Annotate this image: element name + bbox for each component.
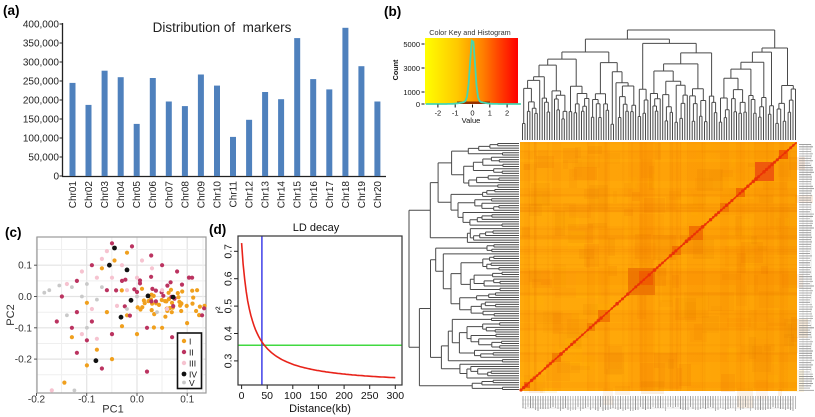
- svg-text:Chr03: Chr03: [100, 181, 111, 209]
- svg-text:Chr04: Chr04: [116, 181, 127, 209]
- svg-text:350,000: 350,000: [23, 39, 60, 50]
- svg-text:IV: IV: [189, 370, 197, 380]
- svg-text:V: V: [189, 378, 195, 388]
- svg-text:Chr09: Chr09: [196, 181, 207, 209]
- svg-text:0.4: 0.4: [223, 326, 235, 341]
- svg-text:150,000: 150,000: [23, 115, 60, 126]
- svg-text:1000: 1000: [403, 88, 420, 97]
- svg-text:Chr16: Chr16: [309, 181, 320, 209]
- svg-text:150: 150: [310, 390, 328, 402]
- svg-text:-2: -2: [435, 109, 442, 118]
- svg-text:Chr12: Chr12: [245, 181, 256, 209]
- svg-text:0.0: 0.0: [18, 292, 32, 303]
- svg-text:100,000: 100,000: [23, 134, 60, 145]
- svg-text:-0.2: -0.2: [15, 355, 33, 366]
- svg-text:1: 1: [488, 109, 492, 118]
- svg-text:Color Key and Histogram: Color Key and Histogram: [429, 28, 511, 37]
- svg-text:0.5: 0.5: [223, 299, 235, 314]
- svg-text:(d): (d): [209, 222, 226, 237]
- svg-text:0.6: 0.6: [223, 271, 235, 286]
- svg-text:0: 0: [53, 172, 59, 183]
- svg-text:III: III: [189, 359, 196, 369]
- svg-text:Chr17: Chr17: [325, 181, 336, 209]
- svg-text:2: 2: [505, 109, 509, 118]
- svg-text:Chr20: Chr20: [373, 181, 384, 209]
- svg-text:Chr05: Chr05: [132, 181, 143, 209]
- svg-text:Chr15: Chr15: [293, 181, 304, 209]
- svg-text:Chr08: Chr08: [180, 181, 191, 209]
- svg-text:(b): (b): [384, 4, 401, 19]
- svg-text:Chr10: Chr10: [213, 181, 224, 209]
- svg-text:0: 0: [416, 100, 420, 109]
- svg-text:Chr19: Chr19: [357, 181, 368, 209]
- svg-text:5000: 5000: [403, 40, 420, 49]
- svg-text:Chr11: Chr11: [229, 181, 240, 208]
- svg-text:Chr07: Chr07: [164, 181, 175, 209]
- svg-text:Chr14: Chr14: [277, 181, 288, 209]
- svg-text:(c): (c): [5, 225, 22, 240]
- svg-text:Chr06: Chr06: [148, 181, 159, 209]
- svg-text:-0.1: -0.1: [78, 395, 96, 406]
- svg-text:Count: Count: [391, 59, 400, 80]
- svg-text:Chr18: Chr18: [341, 181, 352, 209]
- svg-text:300,000: 300,000: [23, 58, 60, 69]
- svg-text:200,000: 200,000: [23, 96, 60, 107]
- svg-text:0: 0: [470, 109, 474, 118]
- svg-text:Chr02: Chr02: [84, 181, 95, 209]
- svg-text:r²: r²: [214, 306, 226, 313]
- svg-text:400,000: 400,000: [23, 20, 60, 31]
- svg-text:0.1: 0.1: [18, 261, 32, 272]
- svg-text:250: 250: [361, 390, 379, 402]
- svg-text:0: 0: [239, 390, 245, 402]
- svg-text:250,000: 250,000: [23, 77, 60, 88]
- svg-text:I: I: [189, 337, 191, 347]
- svg-text:Distribution of markers: Distribution of markers: [153, 20, 292, 35]
- svg-text:0.3: 0.3: [223, 353, 235, 368]
- svg-text:100: 100: [284, 390, 302, 402]
- svg-text:50,000: 50,000: [28, 153, 59, 164]
- svg-text:-1: -1: [452, 109, 459, 118]
- svg-text:0.0: 0.0: [130, 395, 144, 406]
- svg-text:Distance(kb): Distance(kb): [289, 403, 351, 415]
- svg-text:300: 300: [387, 390, 405, 402]
- svg-text:50: 50: [261, 390, 273, 402]
- svg-text:(a): (a): [3, 3, 20, 18]
- svg-text:-0.1: -0.1: [15, 323, 33, 334]
- svg-text:Chr13: Chr13: [261, 181, 272, 209]
- svg-text:200: 200: [335, 390, 353, 402]
- svg-text:II: II: [189, 348, 194, 358]
- svg-text:Chr01: Chr01: [68, 181, 79, 209]
- svg-text:Value: Value: [462, 116, 481, 125]
- svg-text:0.7: 0.7: [223, 244, 235, 259]
- svg-text:PC2: PC2: [5, 304, 17, 325]
- svg-text:0.1: 0.1: [180, 395, 194, 406]
- svg-text:3000: 3000: [403, 64, 420, 73]
- svg-text:LD decay: LD decay: [293, 222, 340, 234]
- svg-text:PC1: PC1: [102, 404, 123, 416]
- svg-text:-0.2: -0.2: [28, 395, 46, 406]
